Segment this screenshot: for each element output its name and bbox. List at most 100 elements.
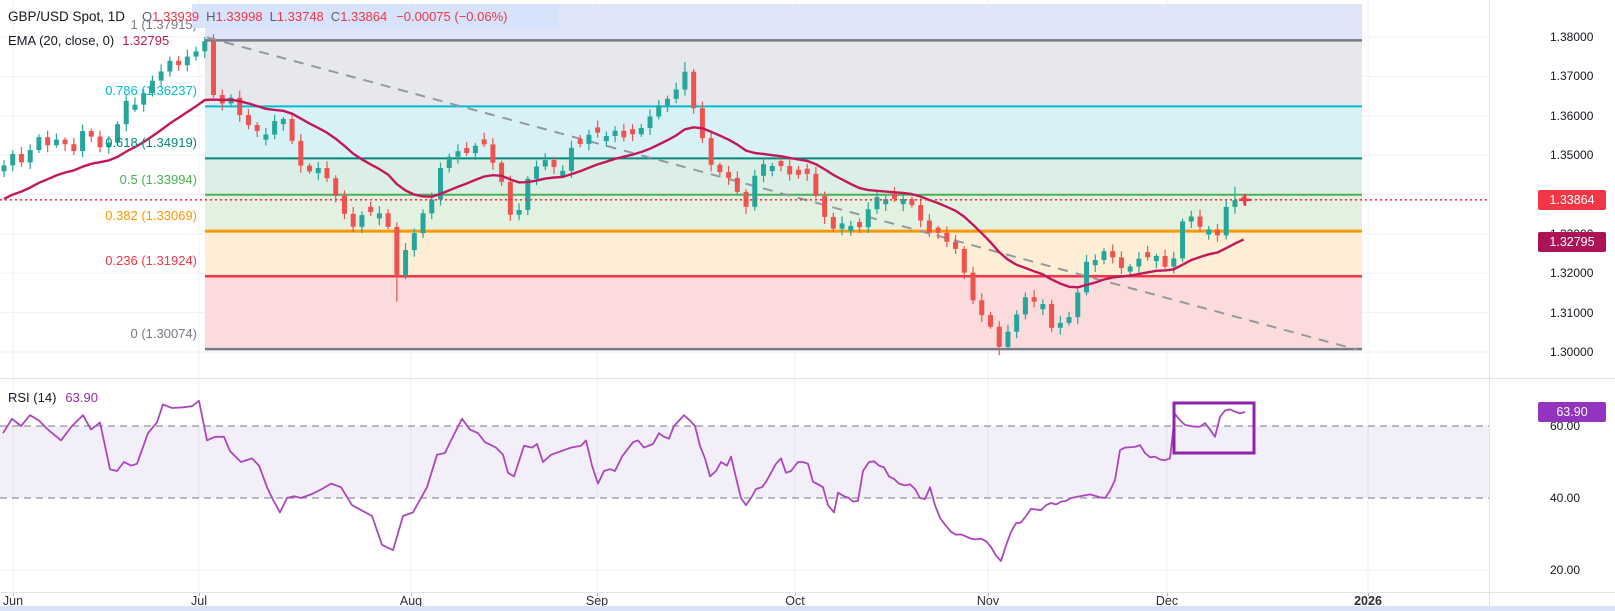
candle (53, 133, 59, 148)
symbol-title[interactable]: GBP/USD Spot, 1D (8, 9, 126, 24)
candle-body (1005, 331, 1011, 347)
candle-body (10, 153, 16, 166)
candle (699, 101, 705, 144)
rsi-highlight-rectangle[interactable] (1172, 401, 1256, 455)
candle (673, 82, 679, 104)
fib-level-label[interactable]: 1 (1.37915) (130, 17, 198, 33)
fib-level-label[interactable]: 0 (1.30074) (130, 326, 198, 342)
candle (1223, 199, 1229, 240)
candle (368, 201, 374, 216)
candle (193, 46, 199, 61)
candle (726, 165, 732, 185)
ema-legend-row[interactable]: EMA (20, close, 0) 1.32795 (8, 29, 508, 53)
candle-body (970, 272, 976, 301)
candle-body (438, 167, 443, 200)
candle-body (1084, 261, 1090, 293)
time-axis-tick (199, 592, 200, 596)
candle-body (472, 145, 478, 154)
ema-indicator-title[interactable]: EMA (20, close, 0) (8, 33, 115, 48)
candle (141, 89, 147, 112)
candle (272, 114, 278, 140)
candle (1066, 311, 1072, 326)
candle-body (961, 248, 967, 273)
candle-body (132, 104, 138, 110)
candle (438, 162, 443, 206)
candle (184, 49, 190, 72)
candle-body (944, 232, 950, 242)
candle-body (848, 226, 854, 232)
fib-band (205, 194, 1362, 232)
candle (1188, 210, 1194, 228)
price-tick-label: 1.38000 (1550, 30, 1594, 44)
price-axis[interactable]: 1.33864 1.32795 63.90 1.38000 1.37000 1.36… (1490, 0, 1615, 592)
time-axis-month-label: Jul (191, 594, 207, 608)
candle (394, 222, 400, 302)
rsi-line[interactable] (2, 399, 1246, 562)
candle (1206, 225, 1212, 240)
candle-body (481, 139, 487, 145)
candle-body (193, 51, 199, 57)
candle-body (1162, 255, 1168, 267)
fib-retracement (205, 4, 1362, 351)
chart-canvas[interactable] (0, 0, 1540, 594)
bottom-scroll-strip[interactable] (0, 606, 1615, 611)
time-axis-month-label: Oct (785, 594, 805, 608)
fib-level-label[interactable]: 0.786 (1.36237) (105, 83, 197, 99)
candle-body (237, 97, 243, 116)
last-price-marker (1239, 193, 1251, 206)
candle (1075, 288, 1081, 325)
candle-body (499, 162, 505, 182)
candle (970, 266, 976, 304)
candle-body (577, 138, 583, 144)
candle (1101, 248, 1107, 265)
candle-body (315, 168, 321, 174)
price-tick-label: 1.36000 (1550, 108, 1594, 123)
fib-band (205, 231, 1362, 277)
candle (167, 56, 173, 77)
candle-body (403, 250, 409, 276)
candle (280, 116, 286, 131)
fib-band (205, 106, 1362, 159)
candle-body (1014, 314, 1020, 332)
ema-price-badge: 1.32795 (1538, 231, 1606, 252)
fib-band (205, 276, 1362, 350)
candle-body (525, 178, 531, 210)
candle-body (708, 138, 714, 165)
fib-level-label[interactable]: 0.5 (1.33994) (119, 171, 197, 187)
candle-body (804, 168, 810, 174)
candle (315, 162, 321, 181)
pane-separator[interactable] (0, 378, 1615, 379)
candle-body (350, 213, 356, 227)
candle-body (280, 119, 286, 125)
rsi-indicator-title[interactable]: RSI (14) (8, 390, 57, 405)
candle (62, 137, 68, 152)
candle (481, 132, 487, 147)
close-value: 1.33864 (340, 9, 388, 24)
fib-level-label[interactable]: 0.618 (1.34919) (105, 135, 197, 151)
candle-body (630, 129, 636, 135)
candle-body (516, 209, 522, 215)
candle (245, 109, 251, 130)
candle (630, 124, 636, 142)
candle (778, 155, 784, 172)
candle-body (1153, 255, 1159, 262)
ema-line[interactable] (3, 98, 1245, 289)
candle (403, 243, 409, 280)
rsi-legend-row[interactable]: RSI (14) 63.90 (8, 390, 98, 405)
candle (1145, 245, 1151, 261)
fib-level-label[interactable]: 0.236 (1.31924) (105, 253, 197, 269)
fib-level-label[interactable]: 0.382 (1.33069) (105, 208, 197, 224)
symbol-legend-row[interactable]: GBP/USD Spot, 1D O1.33939 H1.33998 L1.33748… (8, 5, 508, 29)
rsi-band (0, 426, 1537, 498)
candle-body (1, 165, 7, 172)
candle (298, 134, 304, 173)
candle-body (36, 137, 42, 151)
candle (717, 162, 723, 176)
high-value: 1.33998 (215, 9, 263, 24)
candle (176, 56, 182, 71)
candle (1057, 315, 1063, 335)
change-value: −0.00075 (−0.06%) (396, 9, 508, 24)
trendline-dashed[interactable] (206, 36, 1358, 351)
open-label: O (142, 9, 153, 24)
candle-body (682, 71, 688, 90)
